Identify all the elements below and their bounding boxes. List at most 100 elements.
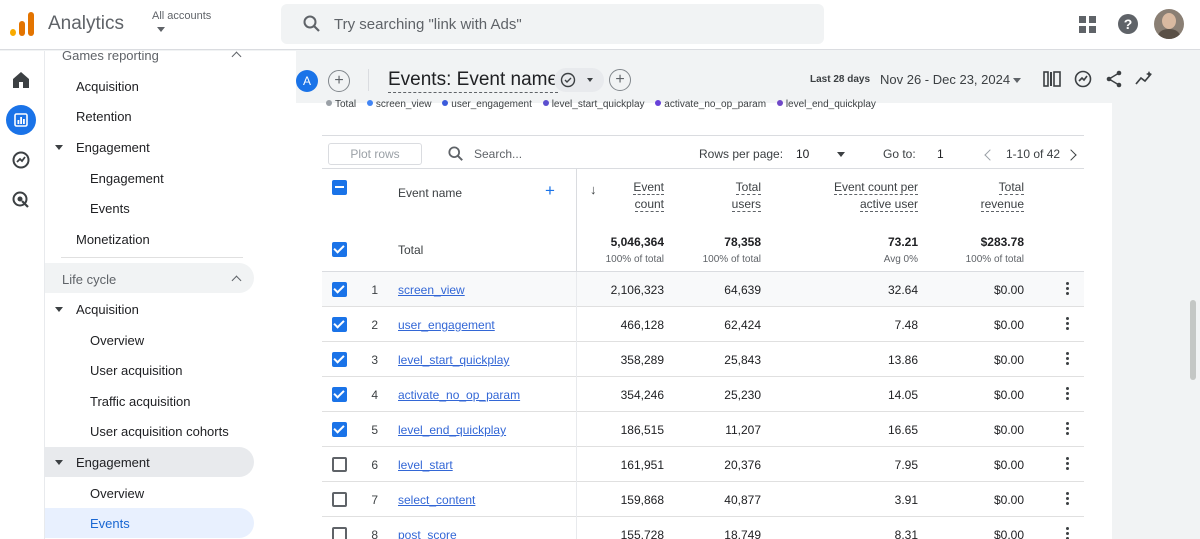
- analytics-logo-icon[interactable]: [10, 12, 34, 36]
- table-row[interactable]: 7 select_content 159,868 40,877 3.91 $0.…: [322, 482, 1084, 517]
- date-range[interactable]: Nov 26 - Dec 23, 2024: [880, 72, 1011, 87]
- more-vert-icon[interactable]: [1066, 317, 1070, 332]
- user-avatar[interactable]: [1154, 9, 1184, 39]
- table-row[interactable]: 5 level_end_quickplay 186,515 11,207 16.…: [322, 412, 1084, 447]
- expand-triangle-icon[interactable]: [55, 460, 63, 465]
- legend-item[interactable]: screen_view: [375, 99, 432, 110]
- sort-arrow-icon[interactable]: ↓: [590, 182, 597, 197]
- row-checkbox[interactable]: [332, 317, 347, 332]
- totals-checkbox[interactable]: [332, 242, 347, 257]
- customize-report-icon[interactable]: [1042, 69, 1062, 89]
- caret-down-icon[interactable]: [837, 152, 845, 157]
- more-vert-icon[interactable]: [1066, 527, 1070, 539]
- col-revenue[interactable]: Total revenue: [962, 179, 1024, 213]
- event-name-link[interactable]: level_start_quickplay: [398, 353, 510, 367]
- comparison-avatar[interactable]: A: [296, 70, 318, 92]
- expand-triangle-icon[interactable]: [55, 307, 63, 312]
- legend-item[interactable]: user_engagement: [451, 99, 532, 110]
- select-all-checkbox[interactable]: [332, 180, 347, 195]
- more-vert-icon[interactable]: [1066, 352, 1070, 367]
- row-checkbox[interactable]: [332, 387, 347, 402]
- event-name-link[interactable]: level_start: [398, 458, 453, 472]
- trend-sparkle-icon[interactable]: [1134, 69, 1154, 89]
- sidebar-item-engagement-group[interactable]: Engagement: [76, 140, 150, 155]
- prev-page-icon[interactable]: [984, 149, 996, 161]
- sidebar-item-lc-events[interactable]: Events: [90, 516, 130, 531]
- sidebar-item-lc-engagement[interactable]: Engagement: [76, 455, 150, 470]
- sidebar-item-user-acquisition-cohorts[interactable]: User acquisition cohorts: [90, 424, 229, 439]
- rows-per-page-select[interactable]: 10: [796, 147, 810, 161]
- sidebar-item-acquisition[interactable]: Acquisition: [76, 79, 139, 94]
- search-bar[interactable]: Try searching "link with Ads": [281, 4, 824, 44]
- row-checkbox[interactable]: [332, 422, 347, 437]
- sidebar-item-events[interactable]: Events: [90, 201, 130, 216]
- account-selector[interactable]: All accounts: [152, 10, 212, 22]
- caret-down-icon[interactable]: [157, 27, 165, 32]
- more-vert-icon[interactable]: [1066, 457, 1070, 472]
- event-name-link[interactable]: screen_view: [398, 283, 465, 297]
- home-icon[interactable]: [9, 68, 33, 92]
- table-row[interactable]: 6 level_start 161,951 20,376 7.95 $0.00: [322, 447, 1084, 482]
- chevron-up-icon[interactable]: [231, 51, 242, 62]
- more-vert-icon[interactable]: [1066, 492, 1070, 507]
- table-row[interactable]: 4 activate_no_op_param 354,246 25,230 14…: [322, 377, 1084, 412]
- legend-item[interactable]: level_start_quickplay: [551, 99, 645, 110]
- event-name-link[interactable]: post_score: [398, 528, 457, 539]
- more-vert-icon[interactable]: [1066, 387, 1070, 402]
- sidebar-item-retention[interactable]: Retention: [76, 109, 132, 124]
- add-filter-button[interactable]: +: [609, 69, 631, 91]
- apps-grid-icon[interactable]: [1079, 16, 1096, 33]
- table-row[interactable]: 3 level_start_quickplay 358,289 25,843 1…: [322, 342, 1084, 377]
- legend-item[interactable]: level_end_quickplay: [785, 99, 876, 110]
- caret-down-icon[interactable]: [1013, 78, 1021, 83]
- table-row[interactable]: 2 user_engagement 466,128 62,424 7.48 $0…: [322, 307, 1084, 342]
- add-dimension-icon[interactable]: +: [545, 181, 555, 200]
- share-icon[interactable]: [1104, 69, 1124, 89]
- expand-triangle-icon[interactable]: [55, 145, 63, 150]
- event-name-link[interactable]: activate_no_op_param: [398, 388, 521, 402]
- row-checkbox[interactable]: [332, 457, 347, 472]
- table-search-input[interactable]: Search...: [474, 147, 523, 161]
- reports-icon[interactable]: [9, 108, 33, 132]
- sidebar-item-user-acquisition[interactable]: User acquisition: [90, 363, 183, 378]
- report-title[interactable]: Events: Event name: [388, 69, 559, 93]
- sidebar-item-traffic-acquisition[interactable]: Traffic acquisition: [90, 394, 191, 409]
- page-scrollbar[interactable]: [1190, 300, 1196, 380]
- row-checkbox[interactable]: [332, 282, 347, 297]
- report-header: A + Events: Event name + Last 28 days No…: [296, 51, 1200, 103]
- sidebar-life-cycle[interactable]: Life cycle: [62, 272, 117, 287]
- row-checkbox[interactable]: [332, 492, 347, 507]
- sidebar-item-monetization[interactable]: Monetization: [76, 232, 150, 247]
- sidebar-item-engagement[interactable]: Engagement: [90, 171, 164, 186]
- col-total-users[interactable]: Total users: [702, 179, 761, 213]
- more-vert-icon[interactable]: [1066, 282, 1070, 297]
- col-per-user[interactable]: Event count per active user: [812, 179, 918, 213]
- row-checkbox[interactable]: [332, 352, 347, 367]
- plot-rows-button[interactable]: Plot rows: [328, 143, 422, 165]
- more-vert-icon[interactable]: [1066, 422, 1070, 437]
- add-comparison-button[interactable]: +: [328, 70, 350, 92]
- sidebar-item-overview[interactable]: Overview: [90, 333, 145, 348]
- event-name-link[interactable]: select_content: [398, 493, 476, 507]
- date-preset-label[interactable]: Last 28 days: [810, 74, 871, 85]
- explore-icon[interactable]: [9, 148, 33, 172]
- help-icon[interactable]: ?: [1118, 14, 1138, 34]
- sidebar-item-lc-overview[interactable]: Overview: [90, 486, 145, 501]
- next-page-icon[interactable]: [1065, 149, 1077, 161]
- sidebar-games-reporting[interactable]: Games reporting: [62, 51, 159, 63]
- table-row[interactable]: 1 screen_view 2,106,323 64,639 32.64 $0.…: [322, 272, 1084, 307]
- insights-icon[interactable]: [1073, 69, 1093, 89]
- col-event-count[interactable]: Event count: [612, 179, 664, 213]
- legend-item[interactable]: Total: [335, 99, 357, 110]
- event-name-link[interactable]: level_end_quickplay: [398, 423, 507, 437]
- event-name-link[interactable]: user_engagement: [398, 318, 495, 332]
- goto-page-input[interactable]: 1: [937, 147, 944, 161]
- col-total-users-l1: Total: [735, 180, 761, 195]
- advertising-icon[interactable]: [9, 188, 33, 212]
- report-status-chip[interactable]: [554, 68, 604, 92]
- legend-item[interactable]: activate_no_op_param: [664, 99, 767, 110]
- table-row[interactable]: 8 post_score 155,728 18,749 8.31 $0.00: [322, 517, 1084, 539]
- row-checkbox[interactable]: [332, 527, 347, 539]
- sidebar-item-lc-acquisition[interactable]: Acquisition: [76, 302, 139, 317]
- col-event-name[interactable]: Event name: [398, 186, 463, 200]
